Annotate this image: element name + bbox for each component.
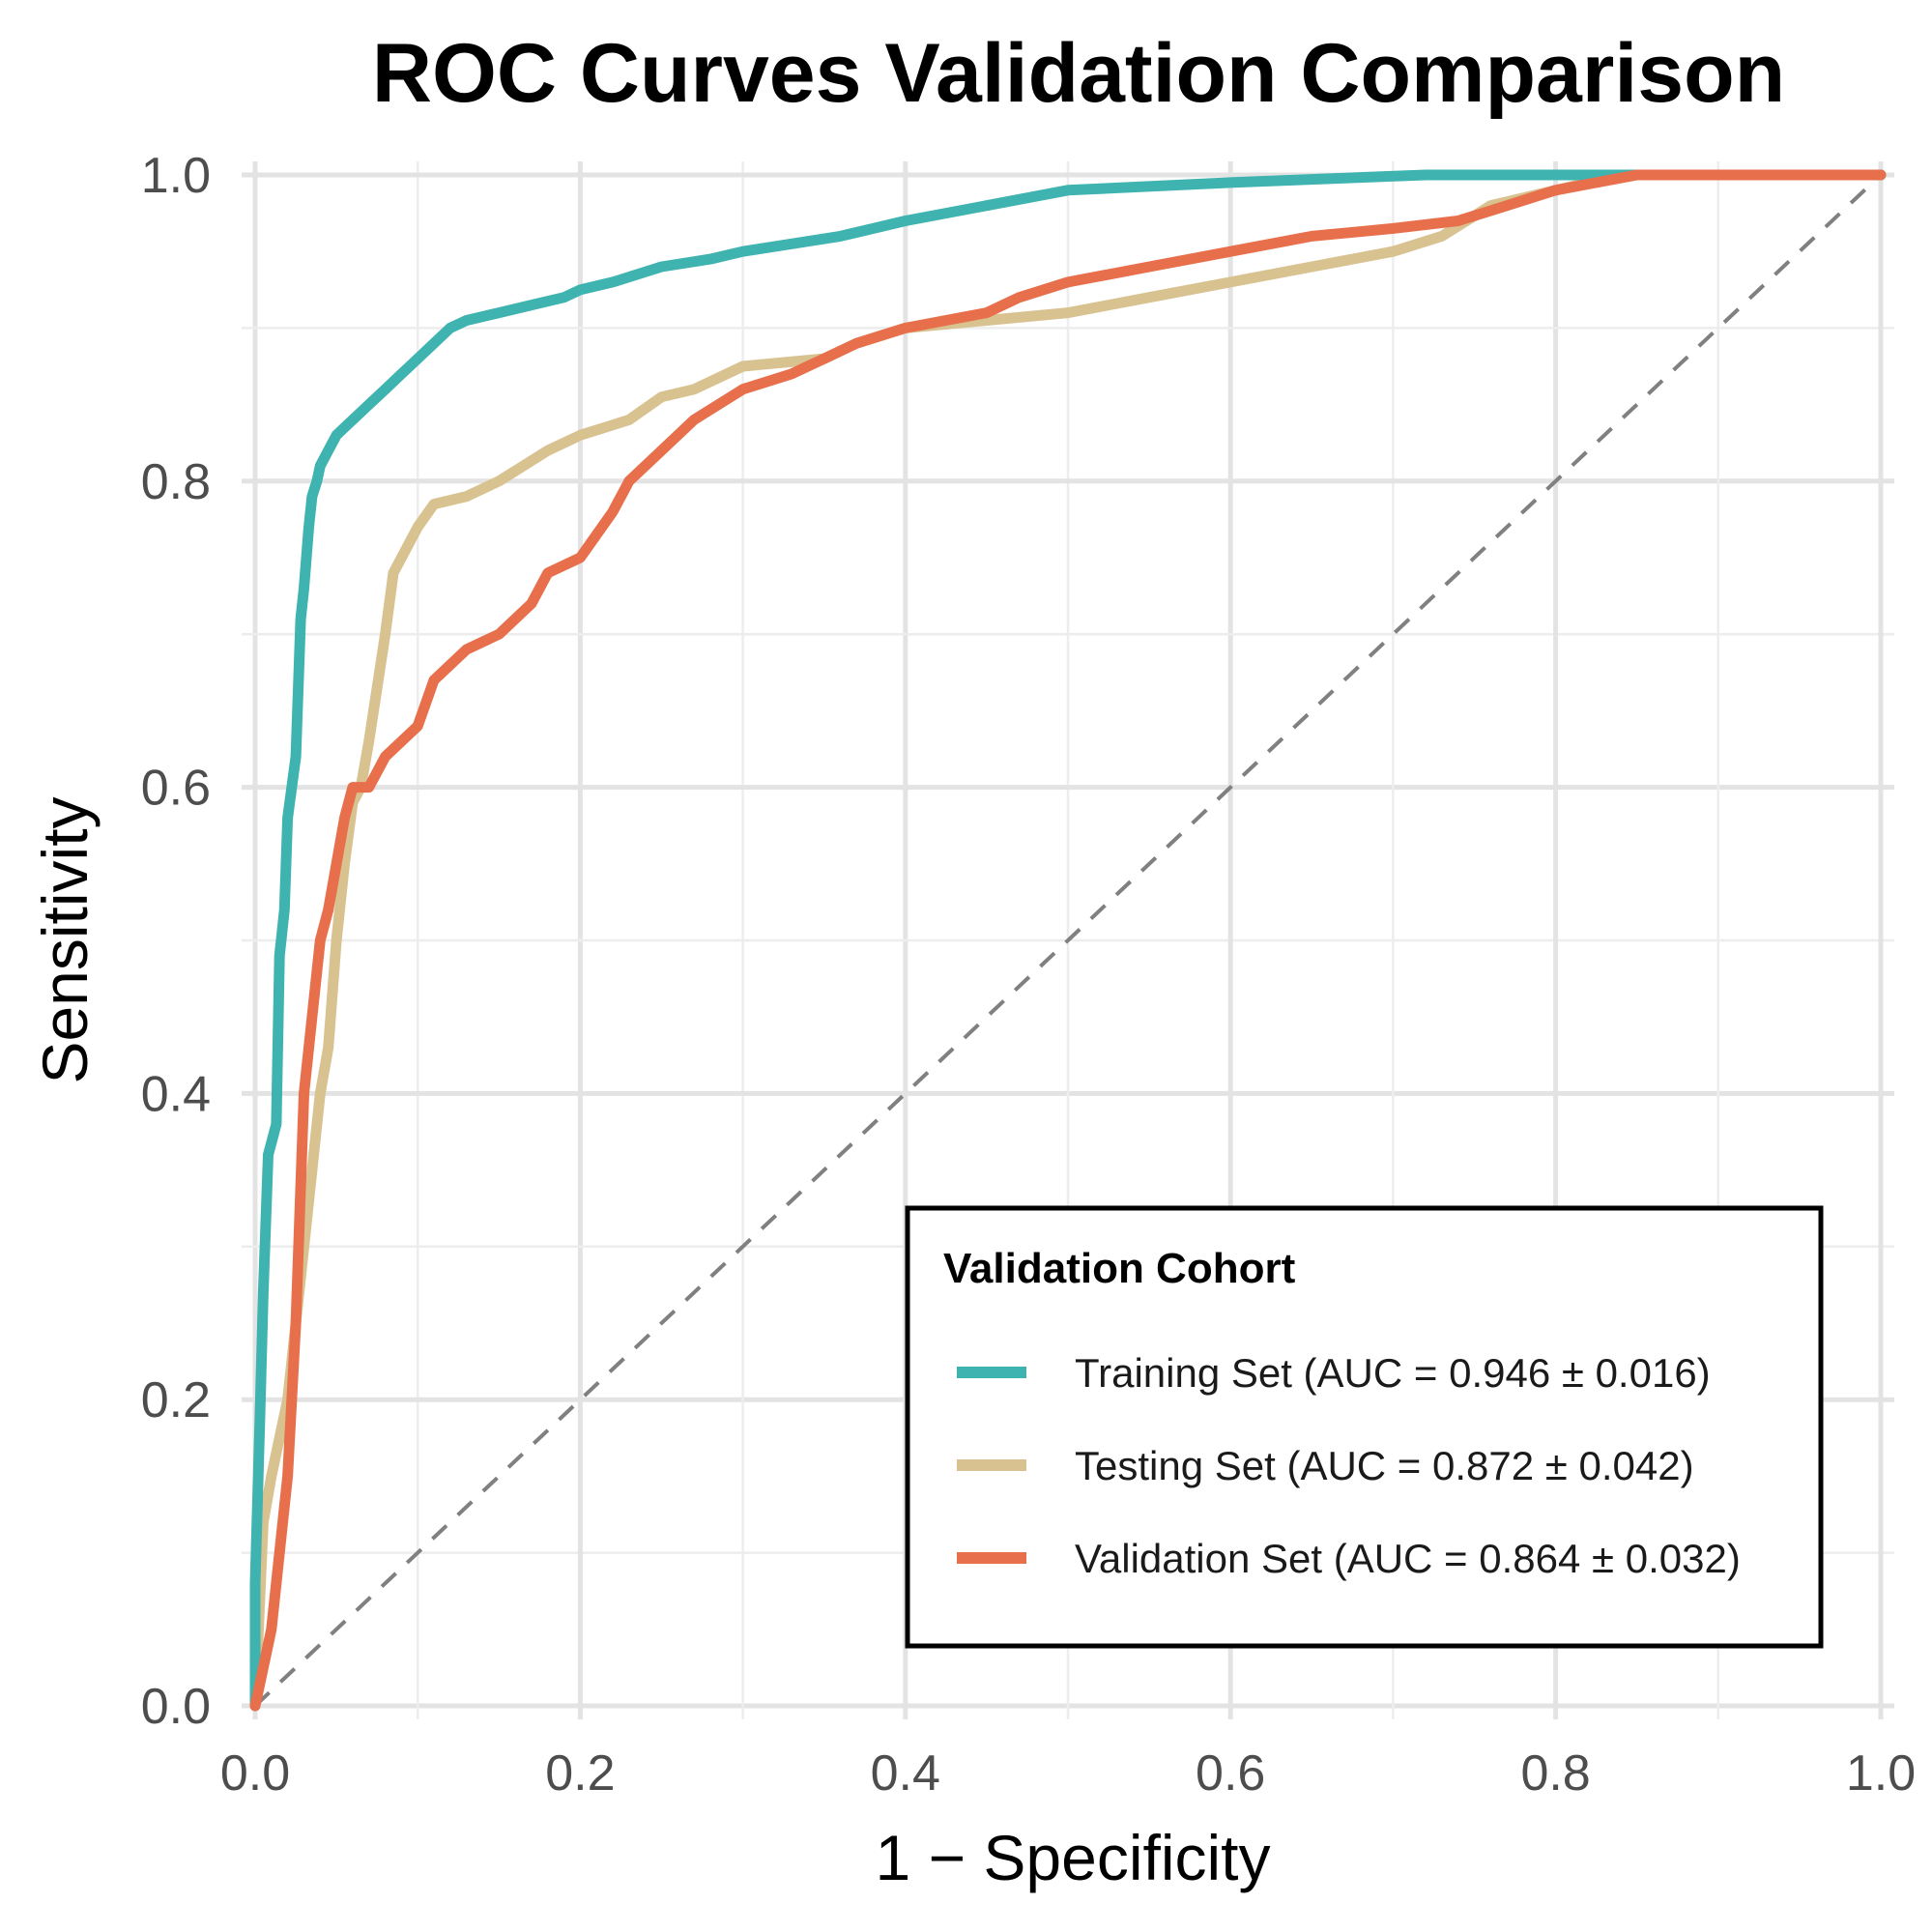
y-tick-label: 1.0 — [141, 148, 211, 204]
legend-label: Testing Set (AUC = 0.872 ± 0.042) — [1075, 1443, 1694, 1488]
diagonal-reference-line — [253, 173, 1883, 1708]
series-line-0 — [249, 169, 1887, 1712]
x-tick-label: 0.6 — [1196, 1745, 1265, 1802]
y-tick-label: 0.8 — [141, 454, 211, 510]
chart-title: ROC Curves Validation Comparison — [372, 27, 1785, 120]
y-tick-label: 0.2 — [141, 1372, 211, 1428]
y-tick-labels: 0.0 0.2 0.4 0.6 0.8 1.0 — [141, 148, 211, 1735]
y-tick-label: 0.6 — [141, 761, 211, 817]
series-line-2 — [249, 169, 1887, 1712]
legend: Validation Cohort Training Set (AUC = 0.… — [905, 1205, 1824, 1649]
series-line-1 — [249, 169, 1887, 1712]
y-axis-title: Sensitivity — [29, 796, 101, 1083]
x-tick-label: 0.4 — [871, 1745, 940, 1802]
legend-box — [905, 1205, 1824, 1649]
legend-title: Validation Cohort — [943, 1245, 1296, 1292]
x-tick-label: 0.2 — [545, 1745, 615, 1802]
x-tick-label: 1.0 — [1846, 1745, 1916, 1802]
series-lines — [249, 169, 1887, 1712]
legend-label: Validation Set (AUC = 0.864 ± 0.032) — [1075, 1536, 1741, 1581]
x-tick-labels: 0.0 0.2 0.4 0.6 0.8 1.0 — [220, 1745, 1916, 1802]
x-axis-title: 1 − Specificity — [875, 1822, 1270, 1893]
y-tick-label: 0.0 — [141, 1679, 211, 1735]
x-tick-label: 0.8 — [1520, 1745, 1590, 1802]
legend-items: Training Set (AUC = 0.946 ± 0.016) Testin… — [957, 1350, 1741, 1581]
legend-label: Training Set (AUC = 0.946 ± 0.016) — [1075, 1350, 1711, 1396]
x-tick-label: 0.0 — [220, 1745, 290, 1802]
y-tick-label: 0.4 — [141, 1066, 211, 1122]
